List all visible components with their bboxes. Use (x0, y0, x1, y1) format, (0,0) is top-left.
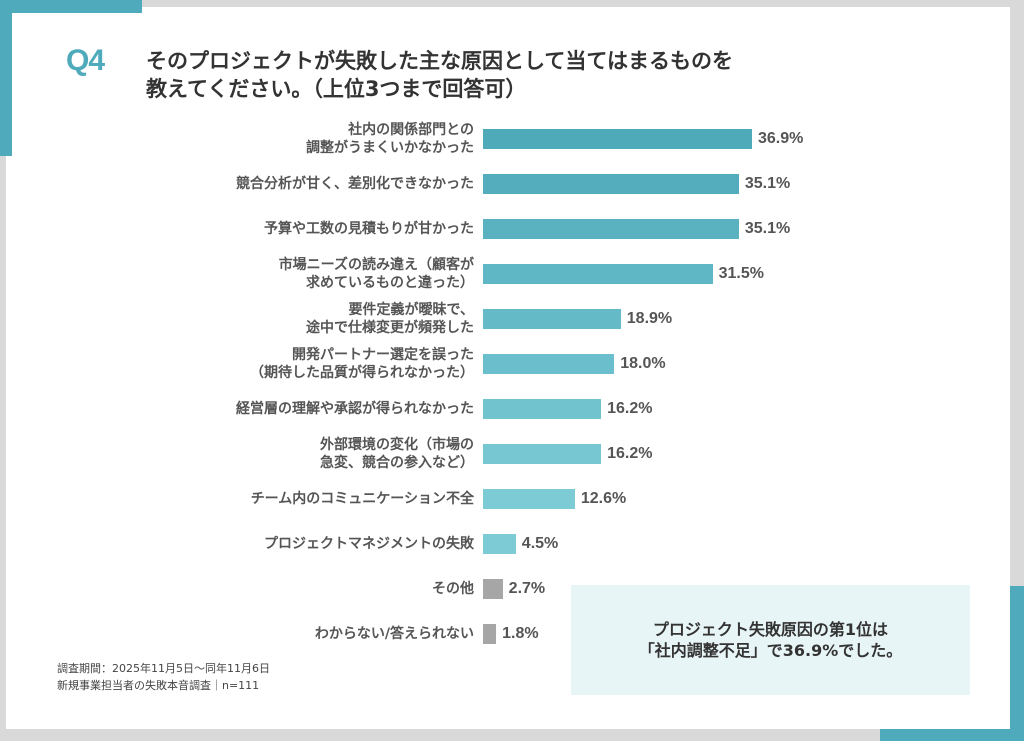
category-label: わからない/答えられない (315, 625, 474, 643)
question-title-line2: 教えてください。（上位3つまで回答可） (146, 77, 527, 101)
category-label-line: その他 (432, 581, 474, 597)
category-label-line: 要件定義が曖昧で、 (348, 302, 474, 318)
category-label-line: 途中で仕様変更が頻発した (306, 320, 474, 336)
category-label-line: 社内の関係部門との (348, 122, 474, 138)
category-label-line: 急変、競合の参入など） (320, 455, 474, 471)
question-badge: Q4 (66, 44, 105, 77)
corner-accent-right (1010, 586, 1024, 741)
value-label: 2.7% (508, 580, 546, 597)
category-label-line: 市場ニーズの読み違え（顧客が (278, 257, 474, 273)
corner-accent-top (0, 0, 142, 13)
value-label: 18.0% (620, 355, 666, 372)
summary-line1: プロジェクト失敗原因の第1位は (652, 620, 889, 639)
category-label-line: プロジェクトマネジメントの失敗 (264, 536, 474, 552)
category-label-line: 求めているものと違った） (306, 275, 474, 291)
bar (483, 129, 752, 149)
bar (483, 174, 739, 194)
question-title-line1: そのプロジェクトが失敗した主な原因として当てはまるものを (146, 49, 733, 73)
category-label: 市場ニーズの読み違え（顧客が求めているものと違った） (279, 256, 474, 292)
bar (483, 624, 497, 644)
category-label: その他 (432, 580, 474, 598)
value-label: 16.2% (607, 445, 653, 462)
category-label: 経営層の理解や承認が得られなかった (236, 400, 474, 418)
category-label-line: 開発パートナー選定を誤った (292, 347, 474, 363)
category-label: 要件定義が曖昧で、途中で仕様変更が頻発した (306, 301, 474, 337)
bar (483, 264, 713, 284)
category-label-line: 外部環境の変化（市場の (320, 437, 474, 453)
bar (483, 219, 739, 239)
value-label: 36.9% (758, 130, 804, 147)
value-label: 18.9% (626, 310, 673, 327)
value-label: 16.2% (607, 400, 653, 417)
category-label-line: 予算や工数の見積もりが甘かった (264, 221, 474, 237)
category-label-line: 競合分析が甘く、差別化できなかった (236, 176, 474, 192)
summary-callout: プロジェクト失敗原因の第1位は 「社内調整不足」で36.9%でした。 (571, 585, 970, 695)
value-label: 1.8% (502, 625, 539, 642)
bar (483, 444, 602, 464)
category-label: 社内の関係部門との調整がうまくいかなかった (306, 121, 474, 157)
corner-accent-left (0, 0, 12, 156)
summary-text: プロジェクト失敗原因の第1位は 「社内調整不足」で36.9%でした。 (571, 619, 970, 661)
category-label: チーム内のコミュニケーション不全 (251, 490, 474, 508)
category-label-line: 調整がうまくいかなかった (306, 140, 474, 156)
value-label: 4.5% (521, 535, 559, 552)
value-label: 31.5% (718, 265, 764, 282)
bar (483, 354, 615, 374)
survey-period: 調査期間：2025年11月5日～同年11月6日 (57, 662, 270, 675)
question-title: そのプロジェクトが失敗した主な原因として当てはまるものを 教えてください。（上位… (146, 47, 733, 103)
category-label-line: 経営層の理解や承認が得られなかった (236, 401, 474, 417)
category-label-line: （期待した品質が得られなかった） (250, 365, 474, 381)
corner-accent-bottom (880, 729, 1024, 741)
survey-info: 新規事業担当者の失敗本音調査｜n=111 (57, 679, 260, 692)
category-label: 外部環境の変化（市場の 急変、競合の参入など） (320, 436, 474, 472)
category-label: プロジェクトマネジメントの失敗 (264, 535, 474, 553)
category-label: 競合分析が甘く、差別化できなかった (236, 175, 474, 193)
bar (483, 579, 503, 599)
category-label-line: チーム内のコミュニケーション不全 (250, 491, 474, 507)
category-label: 予算や工数の見積もりが甘かった (264, 220, 474, 238)
category-label: 開発パートナー選定を誤った （期待した品質が得られなかった） (250, 346, 474, 382)
value-label: 35.1% (744, 220, 791, 237)
bar (483, 399, 602, 419)
value-label: 35.1% (744, 175, 791, 192)
bar (483, 309, 621, 329)
bar (483, 534, 516, 554)
value-label: 12.6% (580, 490, 627, 507)
bar (483, 489, 575, 509)
summary-line2: 「社内調整不足」で36.9%でした。 (638, 641, 903, 660)
category-label-line: わからない/答えられない (314, 626, 474, 642)
